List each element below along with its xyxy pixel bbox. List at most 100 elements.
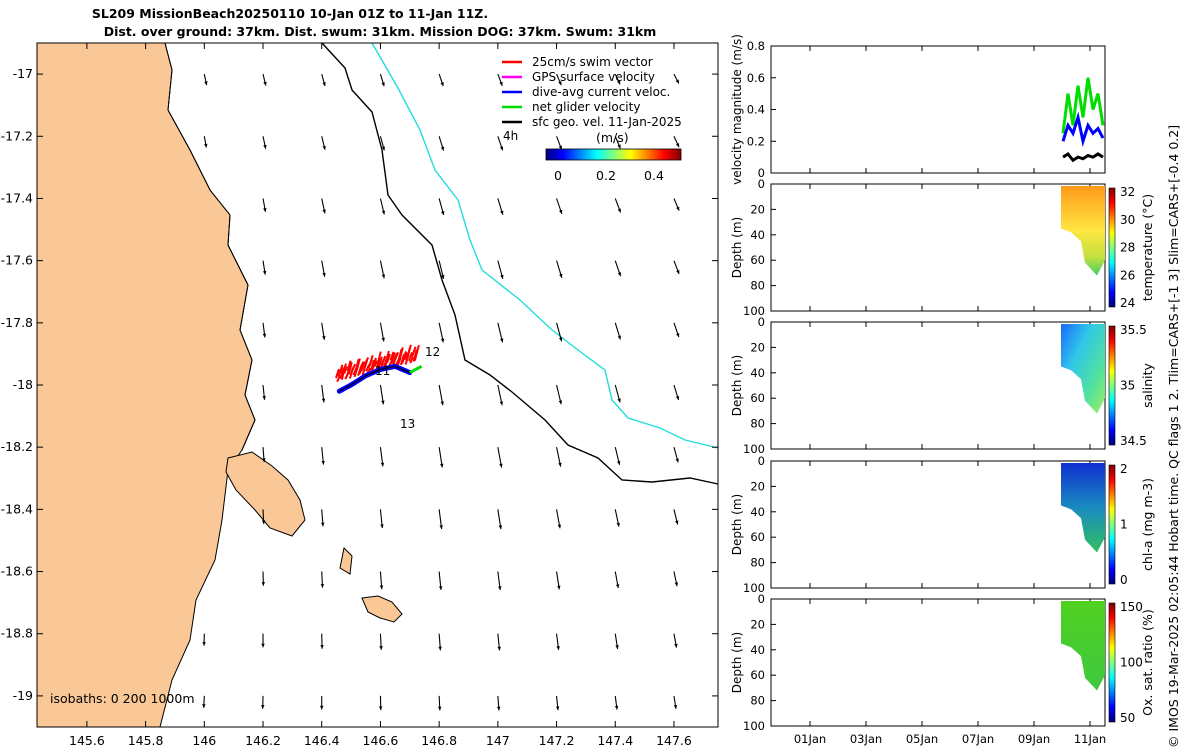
- geo-velocity-arrowhead: [380, 524, 384, 529]
- geo-velocity-arrowhead: [500, 338, 504, 343]
- geo-velocity-arrowhead: [673, 704, 678, 709]
- panel-frame: [770, 183, 1106, 312]
- swim-vector: [398, 347, 404, 360]
- y-tick-label: -18: [13, 377, 33, 392]
- y-tick-label: 40: [750, 228, 765, 242]
- y-tick-label: 40: [750, 643, 765, 657]
- geo-velocity-arrowhead: [617, 144, 621, 149]
- legend-label: dive-avg current veloc.: [532, 85, 670, 99]
- geo-velocity-arrowhead: [675, 395, 680, 400]
- geo-velocity-arrowhead: [379, 646, 383, 650]
- legend-label: GPS surface velocity: [532, 70, 655, 84]
- geo-velocity-arrowhead: [320, 584, 325, 588]
- colorbar-tick-label: 2: [1120, 462, 1128, 476]
- geo-velocity-arrowhead: [675, 79, 679, 84]
- y-tick-label: -17.6: [1, 253, 33, 268]
- geo-velocity-arrowhead: [262, 396, 266, 400]
- geo-velocity-arrowhead: [202, 642, 206, 646]
- geo-velocity-arrowhead: [202, 704, 206, 708]
- track-line: [339, 365, 411, 392]
- x-tick-label: 147.2: [539, 733, 575, 748]
- y-tick-label: 20: [750, 479, 765, 493]
- y-tick-label: 0: [758, 315, 765, 329]
- geo-velocity-arrowhead: [558, 462, 562, 467]
- swim-vector: [386, 353, 391, 364]
- geo-velocity-arrowhead: [322, 209, 326, 214]
- hour-label: 4h: [503, 129, 518, 143]
- y-tick-label: -18.2: [1, 439, 33, 454]
- x-tick-label: 147.6: [656, 733, 692, 748]
- geo-velocity-arrowhead: [381, 337, 385, 342]
- panel-colorbar: [1108, 325, 1116, 446]
- geo-velocity-arrowhead: [615, 645, 619, 649]
- colorbar-tick-label: 150: [1120, 600, 1143, 614]
- swim-vector: [409, 356, 415, 364]
- y-tick-label: 60: [750, 391, 765, 405]
- swim-vector: [338, 364, 344, 374]
- profile-heatmap: [1061, 324, 1105, 414]
- swim-vector: [384, 350, 390, 363]
- panel-frame: [770, 321, 1106, 450]
- geo-velocity-arrowhead: [675, 458, 679, 463]
- geo-velocity-arrowhead: [440, 82, 444, 87]
- geo-velocity-arrowhead: [674, 643, 678, 648]
- sfc-geo-velocity-arrows: [202, 73, 680, 711]
- geo-velocity-arrowhead: [380, 462, 385, 467]
- geo-velocity-arrowhead: [438, 586, 443, 590]
- y-tick-label: 80: [750, 279, 765, 293]
- land-family-islands: [361, 595, 403, 623]
- legend-label: sfc geo. vel. 11-Jan-2025: [532, 115, 682, 129]
- y-tick-label: 0.4: [747, 103, 765, 117]
- geo-velocity-arrowhead: [262, 333, 267, 338]
- geo-velocity-arrowhead: [676, 333, 680, 338]
- geo-velocity-arrowhead: [675, 520, 679, 525]
- swim-vector: [415, 344, 420, 355]
- y-tick-label: -18.6: [1, 564, 33, 579]
- geo-velocity-arrowhead: [500, 274, 504, 279]
- colorbar-tick: 0.2: [596, 168, 616, 183]
- geo-velocity-arrowhead: [497, 646, 501, 651]
- x-tick-label: 146: [192, 733, 216, 748]
- x-tick-label: 147: [486, 733, 510, 748]
- swim-vector: [381, 355, 387, 364]
- geo-velocity-arrowhead: [614, 705, 619, 710]
- geo-velocity-arrowhead: [262, 270, 267, 275]
- geo-velocity-arrowhead: [557, 524, 562, 529]
- colorbar-label: temperature (°C): [1140, 194, 1155, 301]
- velocity-series-line: [1062, 151, 1104, 163]
- y-tick-label: 0: [758, 166, 765, 180]
- time-tick-label: 09Jan: [1018, 732, 1050, 746]
- y-tick-label: 0.8: [747, 39, 765, 53]
- legend-label: 25cm/s swim vector: [532, 55, 653, 69]
- swim-vector: [411, 346, 417, 357]
- y-tick-label: -17.4: [1, 190, 33, 205]
- geo-velocity-arrowhead: [559, 273, 563, 278]
- panel-frame: [770, 460, 1106, 589]
- geo-velocity-arrowhead: [617, 335, 621, 340]
- colorbar-tick: 0.4: [644, 168, 664, 183]
- panel-colorbar: [1108, 187, 1116, 308]
- swim-vector: [402, 350, 408, 358]
- y-tick-label: 80: [750, 694, 765, 708]
- y-tick-label: -17.8: [1, 315, 33, 330]
- panel-2: 0 20 40 60 80 100 Depth (m) 35.5 35 34.5 salinity: [730, 315, 1155, 456]
- geo-velocity-arrowhead: [440, 338, 445, 343]
- swim-vector: [359, 361, 365, 369]
- y-tick-label: 20: [750, 617, 765, 631]
- geo-velocity-arrowhead: [319, 705, 324, 710]
- time-mark-12: 12: [425, 345, 440, 359]
- x-tick-label: 145.8: [128, 733, 164, 748]
- geo-velocity-arrowhead: [440, 401, 444, 406]
- geo-velocity-arrowhead: [498, 525, 503, 530]
- colorbar-tick-label: 24: [1120, 296, 1135, 310]
- time-mark-11: 11: [375, 364, 390, 378]
- geo-velocity-arrowhead: [558, 337, 563, 342]
- panel-frame: [770, 598, 1106, 727]
- time-tick-label: 03Jan: [850, 732, 882, 746]
- geo-velocity-arrowhead: [558, 400, 563, 405]
- time-tick-label: 05Jan: [906, 732, 938, 746]
- colorbar-tick-label: 34.5: [1120, 434, 1147, 448]
- geo-velocity-arrowhead: [441, 211, 445, 215]
- colorbar-tick-label: 50: [1120, 711, 1135, 725]
